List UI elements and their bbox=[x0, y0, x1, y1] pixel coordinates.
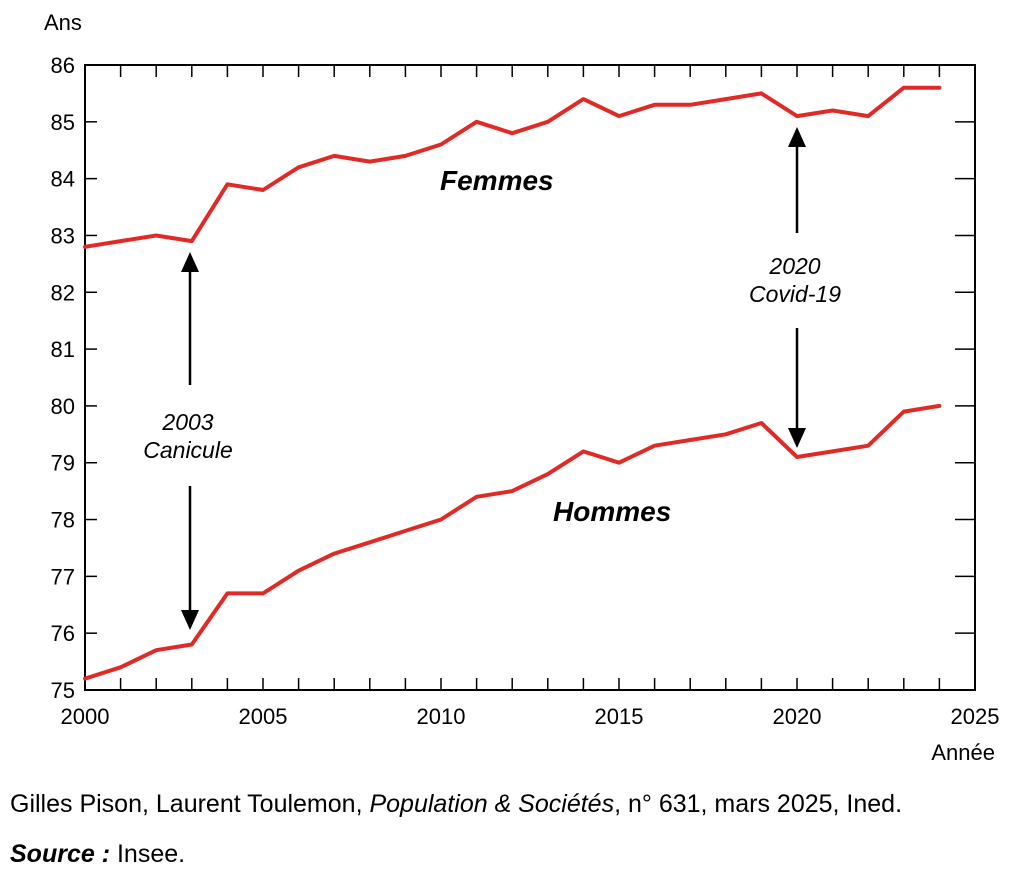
y-tick-label: 75 bbox=[51, 678, 75, 703]
credit-line: Gilles Pison, Laurent Toulemon, Populati… bbox=[10, 790, 902, 819]
y-tick-label: 80 bbox=[51, 394, 75, 419]
credit-authors: Gilles Pison, Laurent Toulemon, bbox=[10, 790, 370, 818]
axis-tick-labels: 2000 2005 2010 2015 2020 2025 75 76 77 78 79 80 81 82… bbox=[51, 53, 1000, 729]
y-tick-label: 81 bbox=[51, 337, 75, 362]
source-line: Source : Insee. bbox=[10, 840, 185, 869]
annotation-covid: 2020 Covid-19 bbox=[749, 127, 841, 448]
x-tick-label: 2025 bbox=[951, 704, 1000, 729]
series-label-femmes: Femmes bbox=[440, 165, 554, 196]
y-axis-title: Ans bbox=[44, 10, 82, 35]
series-lines bbox=[83, 85, 942, 681]
annotation-canicule: 2003 Canicule bbox=[143, 252, 233, 630]
covid-arrowhead-down bbox=[788, 428, 806, 448]
y-tick-label: 86 bbox=[51, 53, 75, 78]
life-expectancy-chart: 2000 2005 2010 2015 2020 2025 75 76 77 78 79 80 81 82… bbox=[44, 10, 1000, 765]
y-tick-label: 82 bbox=[51, 280, 75, 305]
plot-frame bbox=[84, 64, 976, 691]
x-tick-label: 2000 bbox=[61, 704, 110, 729]
x-tick-label: 2015 bbox=[595, 704, 644, 729]
x-tick-label: 2010 bbox=[417, 704, 466, 729]
covid-label: Covid-19 bbox=[749, 281, 841, 307]
x-tick-label: 2005 bbox=[239, 704, 288, 729]
y-tick-label: 84 bbox=[51, 167, 75, 192]
y-tick-label: 83 bbox=[51, 223, 75, 248]
series-line-hommes bbox=[83, 403, 942, 681]
credit-rest: , n° 631, mars 2025, Ined. bbox=[614, 790, 903, 818]
y-tick-label: 85 bbox=[51, 110, 75, 135]
canicule-label: Canicule bbox=[143, 437, 233, 463]
y-tick-label: 76 bbox=[51, 621, 75, 646]
canicule-arrowhead-down bbox=[181, 610, 199, 630]
y-tick-label: 78 bbox=[51, 508, 75, 533]
canicule-arrowhead-up bbox=[181, 252, 199, 272]
axis-ticks bbox=[84, 64, 976, 691]
x-axis-title: Année bbox=[931, 740, 995, 765]
x-tick-label: 2020 bbox=[773, 704, 822, 729]
source-label: Source : bbox=[10, 840, 111, 868]
credit-journal: Population & Sociétés bbox=[369, 790, 615, 818]
series-label-hommes: Hommes bbox=[553, 496, 671, 527]
series-line-femmes bbox=[83, 85, 942, 249]
covid-year: 2020 bbox=[768, 253, 820, 279]
canicule-year: 2003 bbox=[161, 409, 213, 435]
y-tick-label: 77 bbox=[51, 564, 75, 589]
y-tick-label: 79 bbox=[51, 451, 75, 476]
source-value: Insee. bbox=[110, 840, 186, 868]
covid-arrowhead-up bbox=[788, 127, 806, 147]
